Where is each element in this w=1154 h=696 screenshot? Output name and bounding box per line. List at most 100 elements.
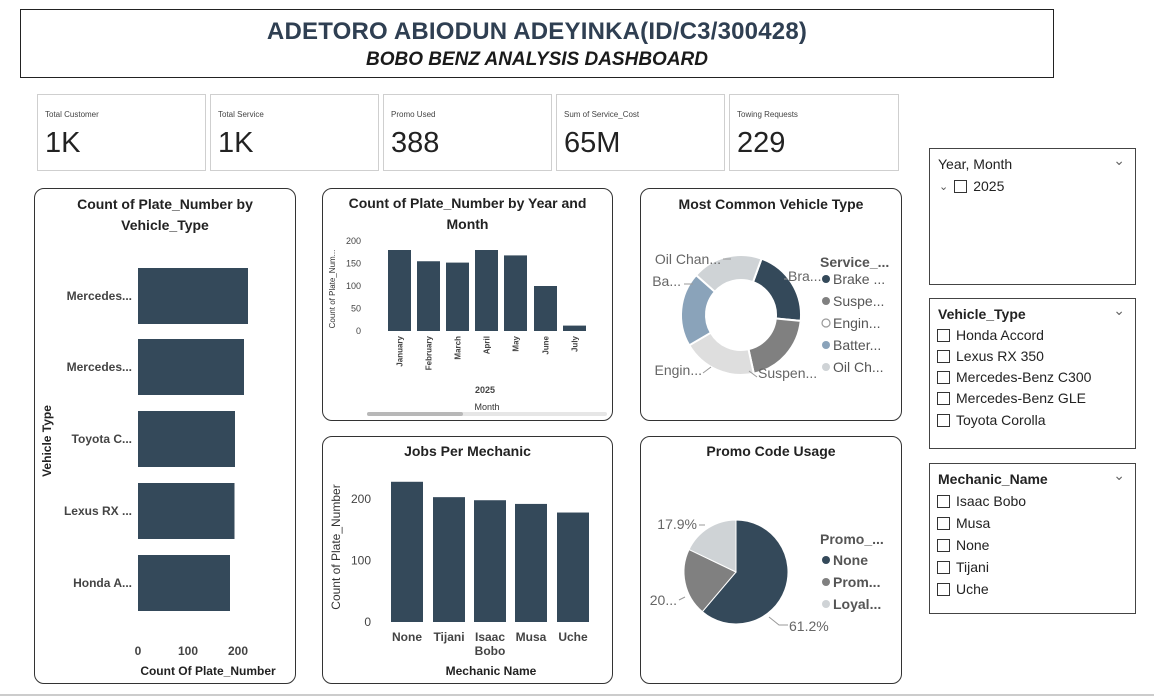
option-label: Mercedes-Benz GLE xyxy=(956,390,1086,406)
slicer-year-month[interactable]: Year, Month ⌄ ⌄ 2025 xyxy=(929,148,1136,285)
checkbox[interactable] xyxy=(937,560,950,574)
option-label: Toyota Corolla xyxy=(956,412,1046,428)
legend-item: Prom... xyxy=(833,574,880,590)
slicer-option-musa[interactable]: Musa xyxy=(937,515,990,531)
slicer-mechanic-name[interactable]: Mechanic_Name ⌄ Isaac Bobo Musa None Tij… xyxy=(929,463,1136,614)
promo-code-usage-chart[interactable]: Promo Code Usage 61.2% 20... 17.9% Promo_..… xyxy=(640,436,902,684)
legend-title: Service_... xyxy=(820,254,889,270)
chevron-down-icon[interactable]: ⌄ xyxy=(1113,467,1125,483)
kpi-label: Total Customer xyxy=(45,110,99,119)
option-label: Honda Accord xyxy=(956,327,1044,343)
mechanic-tick-label: None xyxy=(392,630,422,644)
kpi-total-customer[interactable]: Total Customer 1K xyxy=(37,94,206,171)
checkbox[interactable] xyxy=(937,413,950,427)
option-label: Tijani xyxy=(956,559,989,575)
slicer-option-mercedes-gle[interactable]: Mercedes-Benz GLE xyxy=(937,390,1086,406)
donut-data-label: Suspen... xyxy=(758,365,817,381)
y-axis-label: Count of Plate_Number xyxy=(329,484,343,609)
month-bar xyxy=(563,325,586,331)
chevron-down-icon[interactable]: ⌄ xyxy=(1113,302,1125,318)
leader-line xyxy=(768,616,788,626)
slicer-option-lexus-rx-350[interactable]: Lexus RX 350 xyxy=(937,348,1044,364)
y-tick-label: 150 xyxy=(346,259,361,269)
kpi-value: 1K xyxy=(218,127,254,159)
checkbox[interactable] xyxy=(954,179,968,193)
y-tick-label: 200 xyxy=(351,492,371,506)
vehicle-type-tick-label: Lexus RX ... xyxy=(64,504,132,518)
chart-title: Most Common Vehicle Type xyxy=(678,196,864,212)
dashboard-subtitle: BOBO BENZ ANALYSIS DASHBOARD xyxy=(365,49,708,70)
slicer-option-2025[interactable]: ⌄ 2025 xyxy=(939,178,1004,194)
legend-marker xyxy=(822,600,830,608)
year-month-chart[interactable]: Count of Plate_Number by Year and Month … xyxy=(322,188,613,421)
mechanic-bar xyxy=(515,503,547,622)
page-bottom-border xyxy=(0,694,1154,696)
mechanic-tick-label: Tijani xyxy=(433,630,464,644)
month-tick-label: May xyxy=(512,335,521,351)
option-label: Isaac Bobo xyxy=(956,493,1027,509)
vehicle-type-bars: Mercedes... Mercedes... Toyota C... Lexus R… xyxy=(40,268,276,678)
legend-marker xyxy=(822,297,830,305)
horizontal-scrollbar-thumb xyxy=(367,412,463,416)
checkbox[interactable] xyxy=(937,516,950,530)
kpi-label: Towing Requests xyxy=(737,110,798,119)
y-tick-label: 0 xyxy=(364,615,371,629)
kpi-label: Promo Used xyxy=(391,110,436,119)
legend-item: Batter... xyxy=(833,337,881,353)
y-tick-label: 100 xyxy=(346,281,361,291)
legend-marker xyxy=(822,578,830,586)
kpi-promo-used[interactable]: Promo Used 388 xyxy=(383,94,552,171)
chevron-down-icon[interactable]: ⌄ xyxy=(939,180,949,193)
donut-data-label: Engin... xyxy=(655,362,702,378)
slicer-option-toyota-corolla[interactable]: Toyota Corolla xyxy=(937,412,1046,428)
kpi-sum-service-cost[interactable]: Sum of Service_Cost 65M xyxy=(556,94,725,171)
slicer-vehicle-type[interactable]: Vehicle_Type ⌄ Honda Accord Lexus RX 350… xyxy=(929,298,1136,449)
vehicle-type-tick-label: Mercedes... xyxy=(67,360,132,374)
month-tick-label: July xyxy=(571,335,580,352)
x-tick-label: 200 xyxy=(228,644,248,658)
slicer-option-uche[interactable]: Uche xyxy=(937,581,989,597)
month-tick-label: April xyxy=(483,336,492,354)
month-bar xyxy=(417,261,440,331)
checkbox[interactable] xyxy=(937,349,950,363)
kpi-total-service[interactable]: Total Service 1K xyxy=(210,94,379,171)
chart-title: Promo Code Usage xyxy=(706,443,836,459)
option-label: Lexus RX 350 xyxy=(956,348,1044,364)
y-tick-label: 100 xyxy=(351,554,371,568)
jobs-per-mechanic-chart[interactable]: Jobs Per Mechanic 0 100 200 None Tijani Isaac… xyxy=(322,436,613,684)
legend-item: Engin... xyxy=(833,315,880,331)
checkbox[interactable] xyxy=(937,494,950,508)
checkbox[interactable] xyxy=(937,538,950,552)
x-axis-label: Month xyxy=(474,402,499,412)
kpi-towing-requests[interactable]: Towing Requests 229 xyxy=(729,94,899,171)
option-label: Mercedes-Benz C300 xyxy=(956,369,1092,385)
vehicle-service-donut[interactable]: Most Common Vehicle Type Bra... Suspen...… xyxy=(640,188,902,421)
kpi-value: 1K xyxy=(45,127,81,159)
checkbox[interactable] xyxy=(937,391,950,405)
chart-title: Count of Plate_Number by Vehicle_Type xyxy=(77,196,253,233)
vehicle-type-bar xyxy=(138,411,235,467)
chevron-down-icon[interactable]: ⌄ xyxy=(1113,152,1125,168)
slicer-option-honda-accord[interactable]: Honda Accord xyxy=(937,327,1044,343)
slicer-title: Year, Month xyxy=(938,156,1013,172)
legend-marker xyxy=(822,275,830,283)
y-tick-label: 200 xyxy=(346,236,361,246)
slicer-option-none[interactable]: None xyxy=(937,537,989,553)
vehicle-type-tick-label: Mercedes... xyxy=(67,289,132,303)
pie-slice xyxy=(683,548,737,613)
legend-item: Oil Ch... xyxy=(833,359,884,375)
slicer-option-isaac-bobo[interactable]: Isaac Bobo xyxy=(937,493,1026,509)
slicer-option-mercedes-c300[interactable]: Mercedes-Benz C300 xyxy=(937,369,1091,385)
kpi-value: 388 xyxy=(391,127,440,159)
month-tick-label: January xyxy=(396,335,405,366)
vehicle-type-bar xyxy=(138,268,248,324)
slicer-option-tijani[interactable]: Tijani xyxy=(937,559,989,575)
checkbox[interactable] xyxy=(937,582,950,596)
donut-slice xyxy=(694,254,763,294)
checkbox[interactable] xyxy=(937,328,950,342)
vehicle-type-chart[interactable]: Count of Plate_Number by Vehicle_Type Me… xyxy=(34,188,296,684)
month-bar xyxy=(388,250,411,331)
checkbox[interactable] xyxy=(937,370,950,384)
y-axis-label: Count of Plate_Num... xyxy=(328,250,337,329)
